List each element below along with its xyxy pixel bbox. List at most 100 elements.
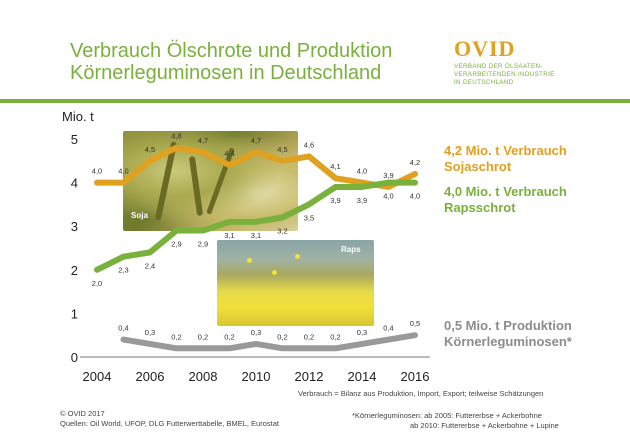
data-label: 4,7 (198, 136, 208, 145)
data-label: 4,6 (304, 140, 314, 149)
soja-label: Soja (131, 211, 148, 220)
data-label: 0,4 (118, 324, 128, 333)
raps-annotation: 4,0 Mio. t Verbrauch Rapsschrot (444, 184, 567, 216)
data-point (282, 347, 283, 349)
data-point (282, 216, 283, 218)
data-point (255, 343, 257, 345)
data-point (229, 164, 230, 166)
data-label: 3,5 (304, 213, 314, 222)
y-tick-label: 5 (71, 132, 78, 147)
data-label: 2,9 (198, 240, 208, 249)
footnote-line-1: *Körnerleguminosen: ab 2005: Futtererbse… (352, 411, 542, 420)
chart-data-labels: 4,0 4,0 4,5 4,8 4,7 4,4 4,7 4,5 4,6 4,1 4,0 3,9 4,2 2… (92, 132, 420, 342)
data-point (414, 182, 416, 184)
data-label: 4,0 (383, 192, 393, 201)
x-tick-label: 2006 (136, 369, 165, 384)
x-tick-label: 2016 (401, 369, 430, 384)
data-label: 3,2 (277, 226, 287, 235)
data-point (361, 186, 363, 188)
data-point (335, 347, 336, 349)
leguminosen-annotation-line-2: Körnerleguminosen* (444, 334, 572, 349)
raps-photo: Raps (217, 240, 374, 326)
data-point (388, 339, 389, 341)
title-line-2: Körnerleguminosen in Deutschland (70, 62, 382, 84)
soja-photo: Soja (123, 131, 298, 231)
data-label: 3,1 (251, 231, 261, 240)
data-point (202, 347, 204, 349)
data-point (361, 343, 363, 345)
data-point (255, 151, 257, 153)
data-label: 2,0 (92, 279, 102, 288)
chart-series (94, 144, 418, 352)
data-point (335, 177, 336, 179)
raps-annotation-line-2: Rapsschrot (444, 200, 516, 215)
raps-label: Raps (341, 245, 361, 254)
data-label: 0,2 (277, 332, 287, 341)
data-point (176, 230, 177, 232)
data-label: 0,5 (410, 319, 420, 328)
series-line-1 (94, 179, 418, 273)
data-point (308, 155, 310, 157)
data-point (388, 182, 389, 184)
logo-tagline-1: VERBAND DER ÖLSAATEN- (454, 63, 543, 70)
chart-axes: Mio. t 0 1 2 3 4 5 2004 2006 2008 2010 2012 2014 2016 (62, 109, 430, 384)
data-point (149, 343, 151, 345)
data-label: 4,8 (171, 132, 181, 141)
data-point (123, 182, 124, 184)
data-label: 0,3 (357, 328, 367, 337)
data-point (96, 269, 98, 271)
data-label: 3,9 (383, 171, 393, 180)
data-label: 0,2 (198, 332, 208, 341)
data-point (96, 182, 98, 184)
title-line-1: Verbrauch Ölschrote und Produktion (70, 40, 393, 62)
data-point (414, 334, 416, 336)
data-point (308, 347, 310, 349)
y-tick-label: 2 (71, 263, 78, 278)
data-point (308, 203, 310, 205)
data-label: 4,0 (357, 167, 367, 176)
header-divider (0, 99, 630, 103)
data-label: 0,3 (251, 328, 261, 337)
data-label: 2,9 (171, 240, 181, 249)
data-point (202, 151, 204, 153)
leguminosen-annotation: 0,5 Mio. t Produktion Körnerleguminosen* (444, 318, 572, 350)
data-label: 4,7 (251, 136, 261, 145)
logo-word: OVID (454, 36, 516, 61)
logo-tagline: VERBAND DER ÖLSAATEN- VERARBEITENDEN IND… (454, 63, 624, 87)
data-label: 0,2 (171, 332, 181, 341)
data-point (229, 347, 230, 349)
data-point (335, 186, 336, 188)
series-line-2 (120, 332, 418, 352)
data-label: 4,0 (92, 167, 102, 176)
raps-annotation-line-1: 4,0 Mio. t Verbrauch (444, 184, 567, 199)
data-point (282, 160, 283, 162)
data-label: 0,2 (224, 332, 234, 341)
x-tick-label: 2008 (189, 369, 218, 384)
data-label: 3,1 (224, 231, 234, 240)
x-tick-label: 2014 (348, 369, 377, 384)
data-label: 0,2 (330, 332, 340, 341)
raps-flower (295, 254, 300, 259)
data-label: 0,2 (304, 332, 314, 341)
data-label: 4,2 (410, 158, 420, 167)
data-point (123, 339, 124, 341)
logo-tagline-2: VERARBEITENDEN INDUSTRIE (454, 71, 555, 78)
data-point (123, 256, 124, 258)
soja-annotation-line-1: 4,2 Mio. t Verbrauch (444, 143, 567, 158)
ovid-logo: OVID VERBAND DER ÖLSAATEN- VERARBEITENDE… (454, 38, 624, 87)
data-label: 4,5 (145, 145, 155, 154)
data-point (176, 347, 177, 349)
data-label: 0,3 (145, 328, 155, 337)
data-label: 4,0 (410, 192, 420, 201)
logo-tagline-3: IN DEUTSCHLAND (454, 79, 514, 86)
definition-note: Verbrauch = Bilanz aus Produktion, Impor… (298, 389, 544, 398)
raps-flower (247, 258, 252, 263)
leguminosen-annotation-line-1: 0,5 Mio. t Produktion (444, 318, 572, 333)
data-point (149, 251, 151, 253)
data-label: 3,9 (357, 196, 367, 205)
x-tick-label: 2004 (83, 369, 112, 384)
data-point (255, 221, 257, 223)
data-point (176, 147, 177, 149)
data-point (149, 160, 151, 162)
